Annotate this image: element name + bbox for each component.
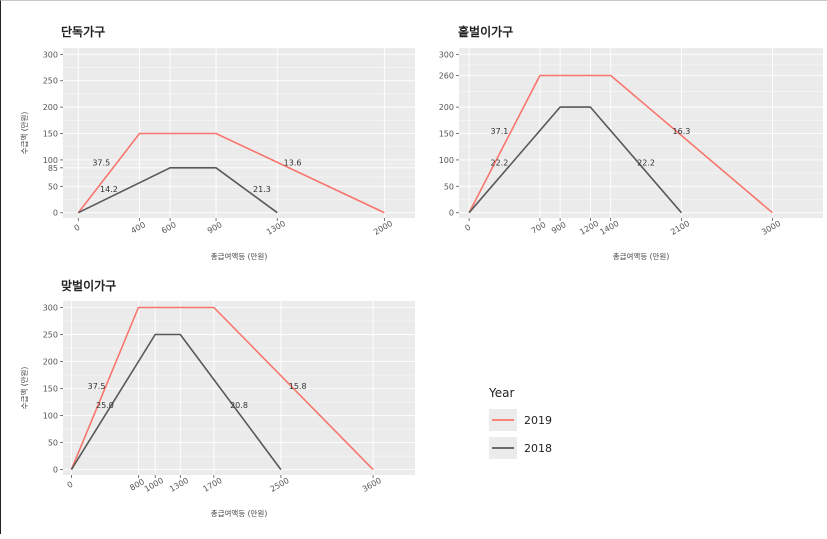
plot-panel [459,48,823,218]
panel-title: 홑벌이가구 [458,24,513,39]
series-line-2018 [468,106,683,214]
x-tick-label: 1000 [143,476,165,494]
slope-label: 15.8 [289,382,307,391]
x-tick-label: 2000 [372,219,394,237]
x-tick-label: 3600 [361,476,383,494]
y-axis-label: 수급액 (만원) [19,112,29,155]
y-tick-label: 150 [43,385,58,394]
x-tick-label: 1400 [598,219,620,237]
y-tick-label: 250 [43,77,58,86]
series-line-2018 [70,333,282,471]
y-tick-label: 50 [48,439,58,448]
x-tick-label: 600 [160,220,178,235]
y-tick-label: 50 [48,182,58,191]
y-tick-label: 100 [439,156,454,165]
x-tick-label: 3000 [760,219,782,237]
slope-label: 13.6 [284,159,302,168]
plot-panel [63,301,415,475]
legend-label-2019: 2019 [524,414,552,427]
y-tick-label: 200 [43,103,58,112]
y-tick-label: 50 [444,182,454,191]
x-tick-label: 0 [73,223,82,233]
legend: Year 2019 2018 [488,386,552,459]
x-tick-label: 400 [129,220,147,235]
x-tick-label: 0 [463,223,472,233]
y-tick-label: 100 [43,412,58,421]
slope-label: 14.2 [100,185,118,194]
y-tick-label: 0 [53,209,58,218]
y-tick-label: 300 [43,303,58,312]
slope-label: 22.2 [637,159,655,168]
x-axis-label: 총급여액등 (만원) [211,508,268,518]
slope-label: 37.1 [491,127,509,136]
series-line-2019 [70,306,374,471]
x-tick-label: 2500 [269,476,291,494]
x-axis-label: 총급여액등 (만원) [211,251,268,261]
y-tick-label: 200 [439,103,454,112]
x-tick-label: 700 [530,220,548,235]
series-line-2019 [468,74,773,214]
slope-label: 22.2 [491,159,509,168]
slope-label: 16.3 [673,127,691,136]
x-tick-label: 0 [66,480,75,490]
x-tick-label: 900 [206,220,224,235]
y-tick-label: 85 [48,164,58,173]
slope-label: 20.8 [230,401,248,410]
x-tick-label: 1200 [578,219,600,237]
y-tick-label: 250 [43,331,58,340]
slope-label: 21.3 [253,185,271,194]
x-tick-label: 2100 [669,219,691,237]
y-tick-label: 0 [53,466,58,475]
x-tick-label: 900 [550,220,568,235]
y-tick-label: 100 [43,156,58,165]
x-tick-label: 1300 [265,219,287,237]
x-tick-label: 1300 [168,476,190,494]
panel-title: 단독가구 [61,24,105,39]
series-line-2018 [77,167,278,214]
y-tick-label: 260 [439,71,454,80]
panel-title: 맞벌이가구 [61,278,116,293]
y-axis-label: 수급액 (만원) [19,367,29,410]
y-tick-label: 0 [449,209,454,218]
x-tick-label: 1700 [202,476,224,494]
y-tick-label: 300 [439,50,454,59]
slope-label: 37.5 [88,382,106,391]
y-tick-label: 200 [43,358,58,367]
y-tick-label: 150 [439,130,454,139]
x-axis-label: 총급여액등 (만원) [613,251,670,261]
y-tick-label: 300 [43,50,58,59]
plot-panel [63,48,415,218]
legend-title: Year [488,386,514,400]
legend-label-2018: 2018 [524,442,552,455]
y-tick-label: 150 [43,130,58,139]
series-line-2019 [77,132,385,214]
slope-label: 25.0 [96,401,114,410]
slope-label: 37.5 [92,159,110,168]
